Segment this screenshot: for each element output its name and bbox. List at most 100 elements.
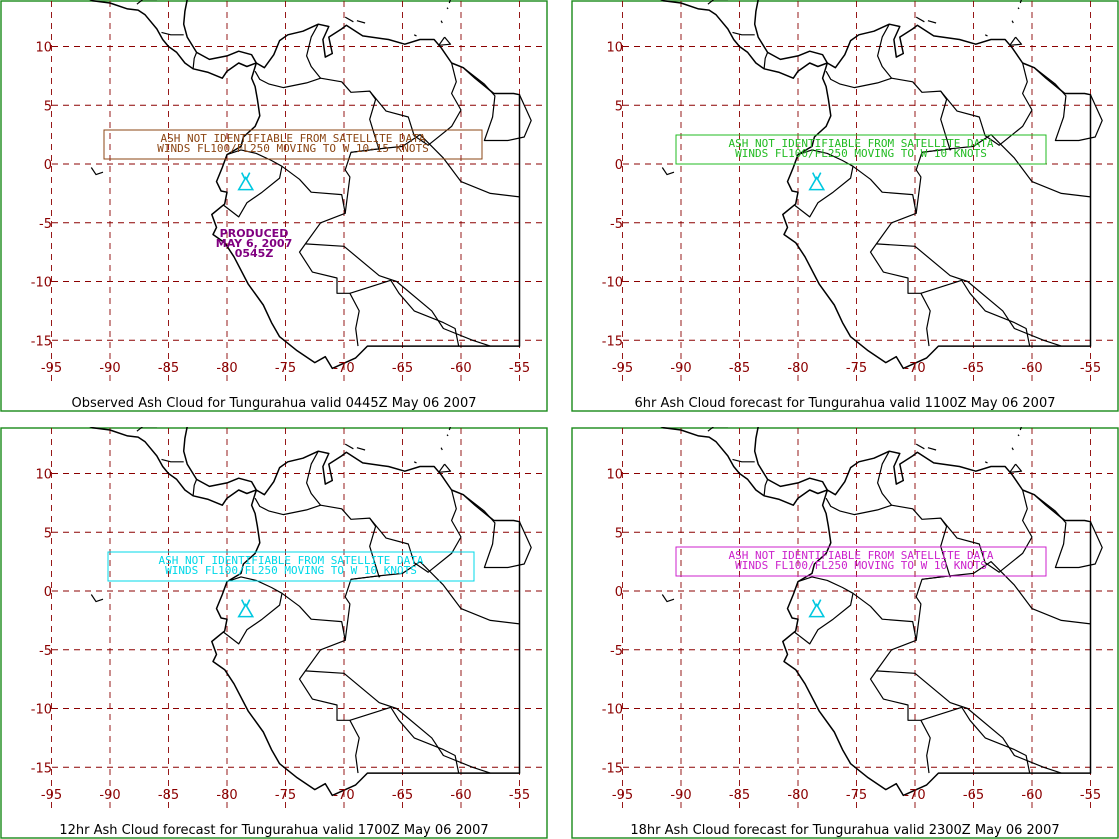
map-panel-6hr: -95 -90 -85 -80 -75 -70 -65 -60 -55 10 5 0 -5 -10 -15 A… [571, 0, 1119, 412]
country-border [136, 0, 158, 5]
coastlines [89, 0, 532, 370]
y-tick-label: -10 [31, 703, 52, 718]
y-tick-label: 0 [615, 158, 623, 173]
y-tick-label: -15 [602, 334, 623, 349]
produced-stamp-line: MAY 6, 2007 [216, 237, 292, 250]
volcano-icon-cone [237, 603, 255, 618]
country-border [940, 62, 1033, 146]
country-border [349, 706, 460, 774]
country-border [254, 497, 381, 641]
x-tick-label: -95 [612, 788, 633, 803]
island-outline [440, 447, 443, 451]
island-outline [927, 447, 937, 451]
island-outline [915, 443, 925, 450]
map-frame [571, 427, 1119, 839]
country-border [223, 576, 283, 645]
coastlines [660, 427, 1103, 797]
x-tick-label: -95 [41, 361, 62, 376]
advisory-line: WINDS FL100/FL250 MOVING TO W 10 KNOTS [165, 564, 417, 577]
country-border [794, 576, 854, 645]
advisory-line: ASH NOT IDENTIFIABLE FROM SATELLITE DATA [729, 549, 994, 562]
advisory-line: WINDS FL100/FL250 MOVING TO W 10-15 KNOT… [157, 142, 429, 155]
volcano-icon-plume [812, 599, 817, 606]
country-border [136, 427, 158, 432]
y-tick-label: -15 [602, 761, 623, 776]
country-border [305, 670, 491, 774]
country-border [707, 0, 729, 5]
produced-stamp-line: 0545Z [235, 247, 274, 260]
country-border [369, 489, 462, 573]
island-outline [1009, 36, 1023, 46]
country-border [920, 279, 1031, 347]
country-border [876, 243, 1062, 347]
island-outline [1019, 0, 1022, 4]
x-tick-label: -95 [612, 361, 633, 376]
country-border [349, 279, 460, 347]
advisory-line: WINDS FL100/FL250 MOVING TO W 10 KNOTS [735, 147, 987, 160]
volcano-icon-plume [246, 172, 251, 179]
volcano-icon-plume [812, 172, 817, 179]
x-tick-label: -70 [904, 788, 925, 803]
y-tick-label: -5 [39, 644, 52, 659]
x-tick-label: -60 [1021, 788, 1042, 803]
country-border [763, 479, 769, 496]
caption-6hr: 6hr Ash Cloud forecast for Tungurahua va… [634, 396, 1056, 411]
x-tick-label: -95 [41, 788, 62, 803]
advisory-box-frame [103, 129, 483, 160]
y-tick-label: 5 [44, 526, 52, 541]
advisory-box-frame [107, 551, 475, 582]
grid-lines [51, 428, 546, 811]
caption-18hr: 18hr Ash Cloud forecast for Tungurahua v… [630, 823, 1060, 838]
advisory-box: ASH NOT IDENTIFIABLE FROM SATELLITE DATA… [107, 551, 475, 582]
country-border [223, 149, 283, 218]
island-outline [356, 20, 366, 24]
island-outline [1009, 463, 1023, 473]
x-tick-label: -55 [509, 361, 530, 376]
panel-observed: -95 -90 -85 -80 -75 -70 -65 -60 -55 10 5 0 -5 -10 -15 A… [0, 0, 548, 412]
south-america-coast [211, 23, 521, 370]
country-border [350, 134, 520, 198]
x-tick-label: -85 [729, 788, 750, 803]
x-tick-label: -75 [846, 788, 867, 803]
country-border [192, 479, 198, 496]
x-tick-label: -80 [216, 361, 237, 376]
country-border [732, 31, 755, 36]
island-outline [915, 16, 925, 23]
country-border [732, 458, 755, 463]
country-border [192, 52, 198, 69]
country-border [350, 561, 520, 625]
island-outline [448, 0, 451, 4]
island-outline [438, 36, 452, 46]
y-tick-label: 10 [35, 41, 52, 56]
x-tick-label: -85 [158, 788, 179, 803]
advisory-box: ASH NOT IDENTIFIABLE FROM SATELLITE DATA… [675, 546, 1047, 577]
island-outline [927, 20, 937, 24]
country-border [161, 458, 184, 463]
y-tick-label: 10 [606, 468, 623, 483]
x-tick-label: -75 [275, 788, 296, 803]
country-border [306, 23, 322, 79]
coastlines [89, 427, 532, 797]
country-border [877, 23, 893, 79]
country-border [920, 706, 1031, 774]
y-tick-label: -5 [610, 644, 623, 659]
volcano-icon [808, 599, 826, 618]
island-outline [1011, 20, 1014, 24]
map-panel-observed: -95 -90 -85 -80 -75 -70 -65 -60 -55 10 5 0 -5 -10 -15 A… [0, 0, 548, 412]
x-tick-label: -75 [275, 361, 296, 376]
x-tick-label: -60 [1021, 361, 1042, 376]
volcano-icon [808, 172, 826, 191]
x-tick-label: -90 [99, 361, 120, 376]
central-america-coast [89, 0, 258, 79]
panel-18hr: -95 -90 -85 -80 -75 -70 -65 -60 -55 10 5 0 -5 -10 -15 A… [571, 427, 1119, 839]
y-tick-label: -15 [31, 761, 52, 776]
x-tick-label: -80 [216, 788, 237, 803]
y-tick-label: -5 [39, 217, 52, 232]
country-border [161, 31, 184, 36]
country-border [877, 450, 893, 506]
x-tick-label: -70 [333, 361, 354, 376]
y-tick-label: -10 [602, 703, 623, 718]
panel-6hr: -95 -90 -85 -80 -75 -70 -65 -60 -55 10 5 0 -5 -10 -15 A… [571, 0, 1119, 412]
x-tick-label: -60 [450, 361, 471, 376]
x-tick-label: -80 [787, 361, 808, 376]
